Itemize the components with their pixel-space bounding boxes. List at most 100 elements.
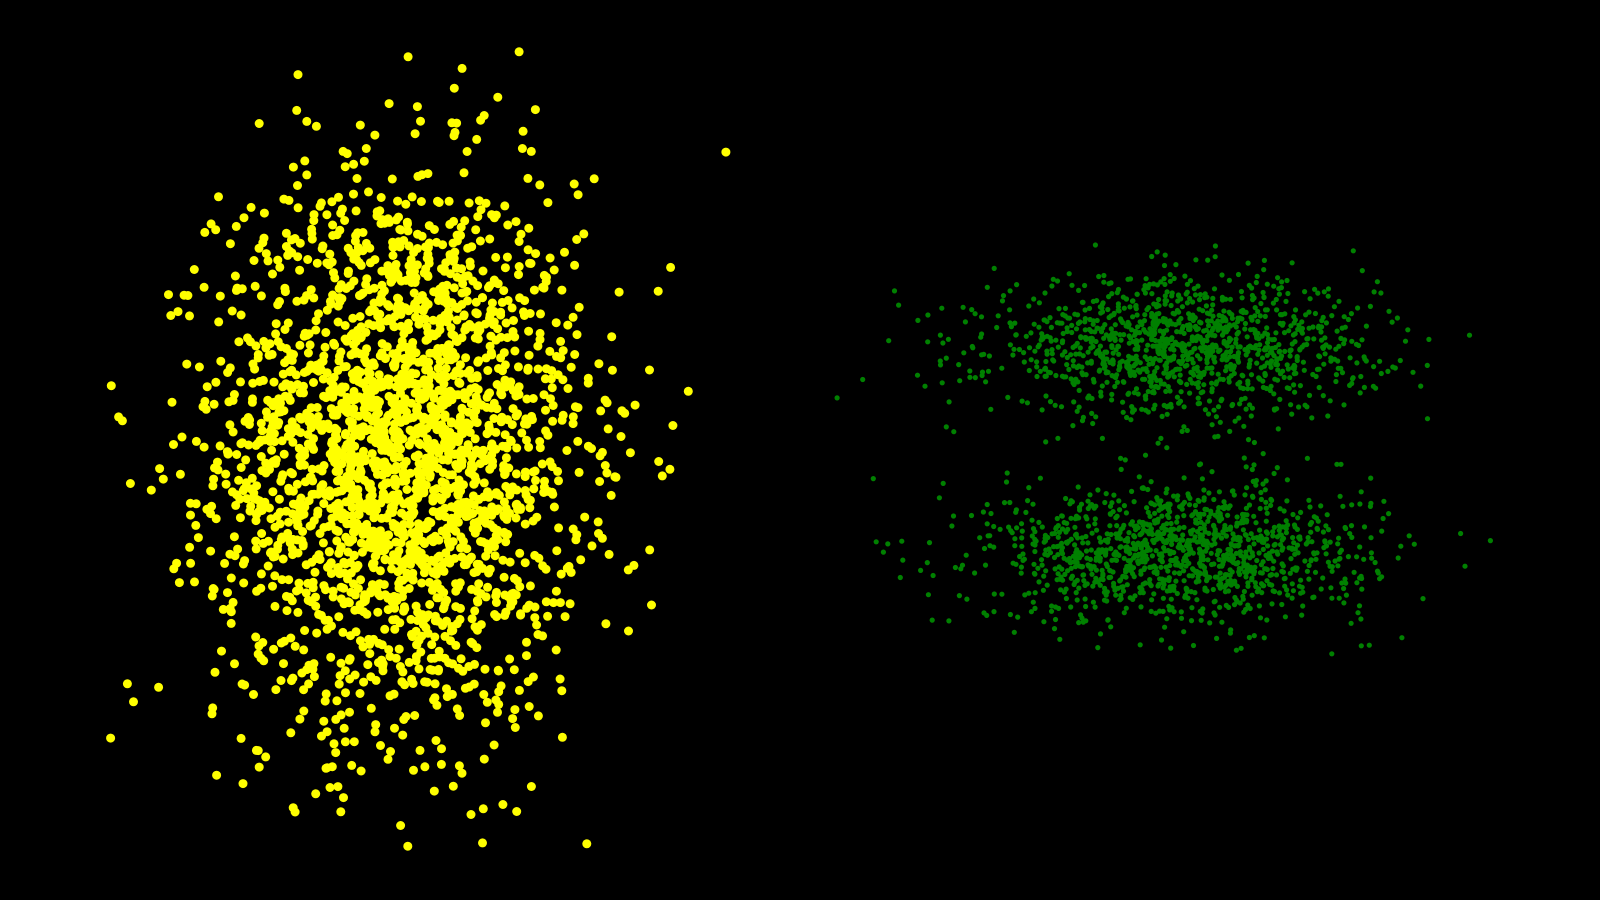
scatter-point (1038, 557, 1045, 563)
scatter-point (326, 652, 336, 662)
scatter-point (416, 612, 426, 622)
scatter-point (385, 374, 395, 384)
scatter-point (494, 699, 504, 709)
scatter-point (533, 364, 543, 374)
scatter-point (1049, 603, 1055, 609)
scatter-point (1328, 355, 1334, 361)
scatter-point (442, 523, 452, 533)
scatter-point (1082, 596, 1088, 602)
scatter-point (194, 362, 204, 372)
scatter-point (1348, 311, 1354, 317)
scatter-point (1113, 515, 1119, 521)
scatter-point (984, 501, 990, 508)
scatter-point (1195, 374, 1201, 380)
scatter-point (1120, 399, 1126, 405)
scatter-point (1092, 516, 1098, 522)
scatter-point (400, 394, 410, 404)
scatter-point (1255, 330, 1261, 336)
scatter-point (1263, 518, 1269, 524)
scatter-point (1084, 581, 1090, 587)
scatter-point (502, 252, 512, 262)
scatter-point (981, 610, 987, 616)
scatter-point (1367, 303, 1373, 309)
scatter-point (1003, 479, 1010, 485)
scatter-point (1192, 509, 1199, 515)
scatter-point (329, 739, 339, 749)
scatter-point (543, 611, 553, 621)
scatter-point (1291, 320, 1297, 326)
scatter-point (237, 284, 247, 294)
scatter-point (1144, 505, 1150, 511)
scatter-point (1082, 319, 1088, 325)
scatter-point (1131, 407, 1137, 413)
scatter-point (1095, 579, 1101, 585)
scatter-point (293, 607, 303, 617)
scatter-point (1160, 595, 1166, 601)
scatter-point (469, 679, 479, 689)
scatter-point (1196, 578, 1202, 584)
scatter-point (1173, 366, 1179, 373)
scatter-point (359, 404, 369, 414)
scatter-point (1202, 585, 1208, 591)
scatter-point (1165, 403, 1171, 409)
scatter-point (1426, 336, 1432, 342)
scatter-point (220, 558, 230, 568)
scatter-point (1263, 385, 1270, 392)
scatter-point (1087, 492, 1093, 498)
scatter-point (1011, 629, 1017, 635)
scatter-point (278, 554, 288, 564)
scatter-point (1098, 539, 1104, 545)
scatter-point (499, 286, 509, 296)
scatter-point (1182, 363, 1188, 369)
scatter-point (1078, 612, 1084, 618)
scatter-point (356, 431, 366, 441)
scatter-point (310, 567, 320, 577)
scatter-point (456, 654, 466, 664)
scatter-point (1166, 514, 1172, 521)
scatter-point (1048, 608, 1055, 614)
scatter-point (1327, 398, 1333, 404)
scatter-point (1196, 539, 1202, 545)
scatter-point (1101, 272, 1107, 279)
scatter-point (1225, 556, 1231, 562)
scatter-point (1219, 272, 1225, 278)
scatter-point (1076, 555, 1082, 561)
scatter-point (1342, 576, 1348, 582)
scatter-point (1029, 517, 1035, 523)
scatter-point (1284, 498, 1290, 504)
scatter-point (442, 347, 451, 356)
scatter-point (449, 371, 459, 380)
scatter-point (324, 615, 333, 625)
scatter-point (106, 733, 116, 743)
scatter-point (1047, 315, 1053, 321)
scatter-point (1164, 320, 1170, 326)
scatter-point (1108, 531, 1114, 538)
scatter-point (276, 676, 286, 685)
scatter-point (388, 615, 398, 625)
scatter-point (1161, 353, 1168, 359)
scatter-point (1219, 563, 1225, 569)
scatter-point (1030, 501, 1036, 507)
scatter-point (1064, 328, 1070, 335)
scatter-point (860, 376, 866, 383)
scatter-point (1302, 402, 1308, 408)
scatter-point (303, 348, 313, 358)
scatter-point (189, 265, 199, 274)
scatter-point (282, 606, 292, 616)
scatter-point (1327, 563, 1333, 569)
scatter-point (1137, 330, 1143, 336)
scatter-point (513, 362, 523, 372)
scatter-point (1284, 587, 1290, 593)
scatter-point (1131, 499, 1137, 505)
scatter-point (557, 285, 567, 295)
scatter-point (334, 192, 343, 202)
scatter-point (1181, 424, 1187, 430)
scatter-point (215, 291, 225, 301)
scatter-point (1161, 581, 1167, 588)
scatter-point (496, 388, 506, 398)
scatter-point (523, 494, 533, 504)
scatter-point (1067, 560, 1074, 566)
scatter-point (279, 636, 289, 646)
scatter-point (256, 291, 266, 301)
scatter-point (1176, 525, 1183, 531)
